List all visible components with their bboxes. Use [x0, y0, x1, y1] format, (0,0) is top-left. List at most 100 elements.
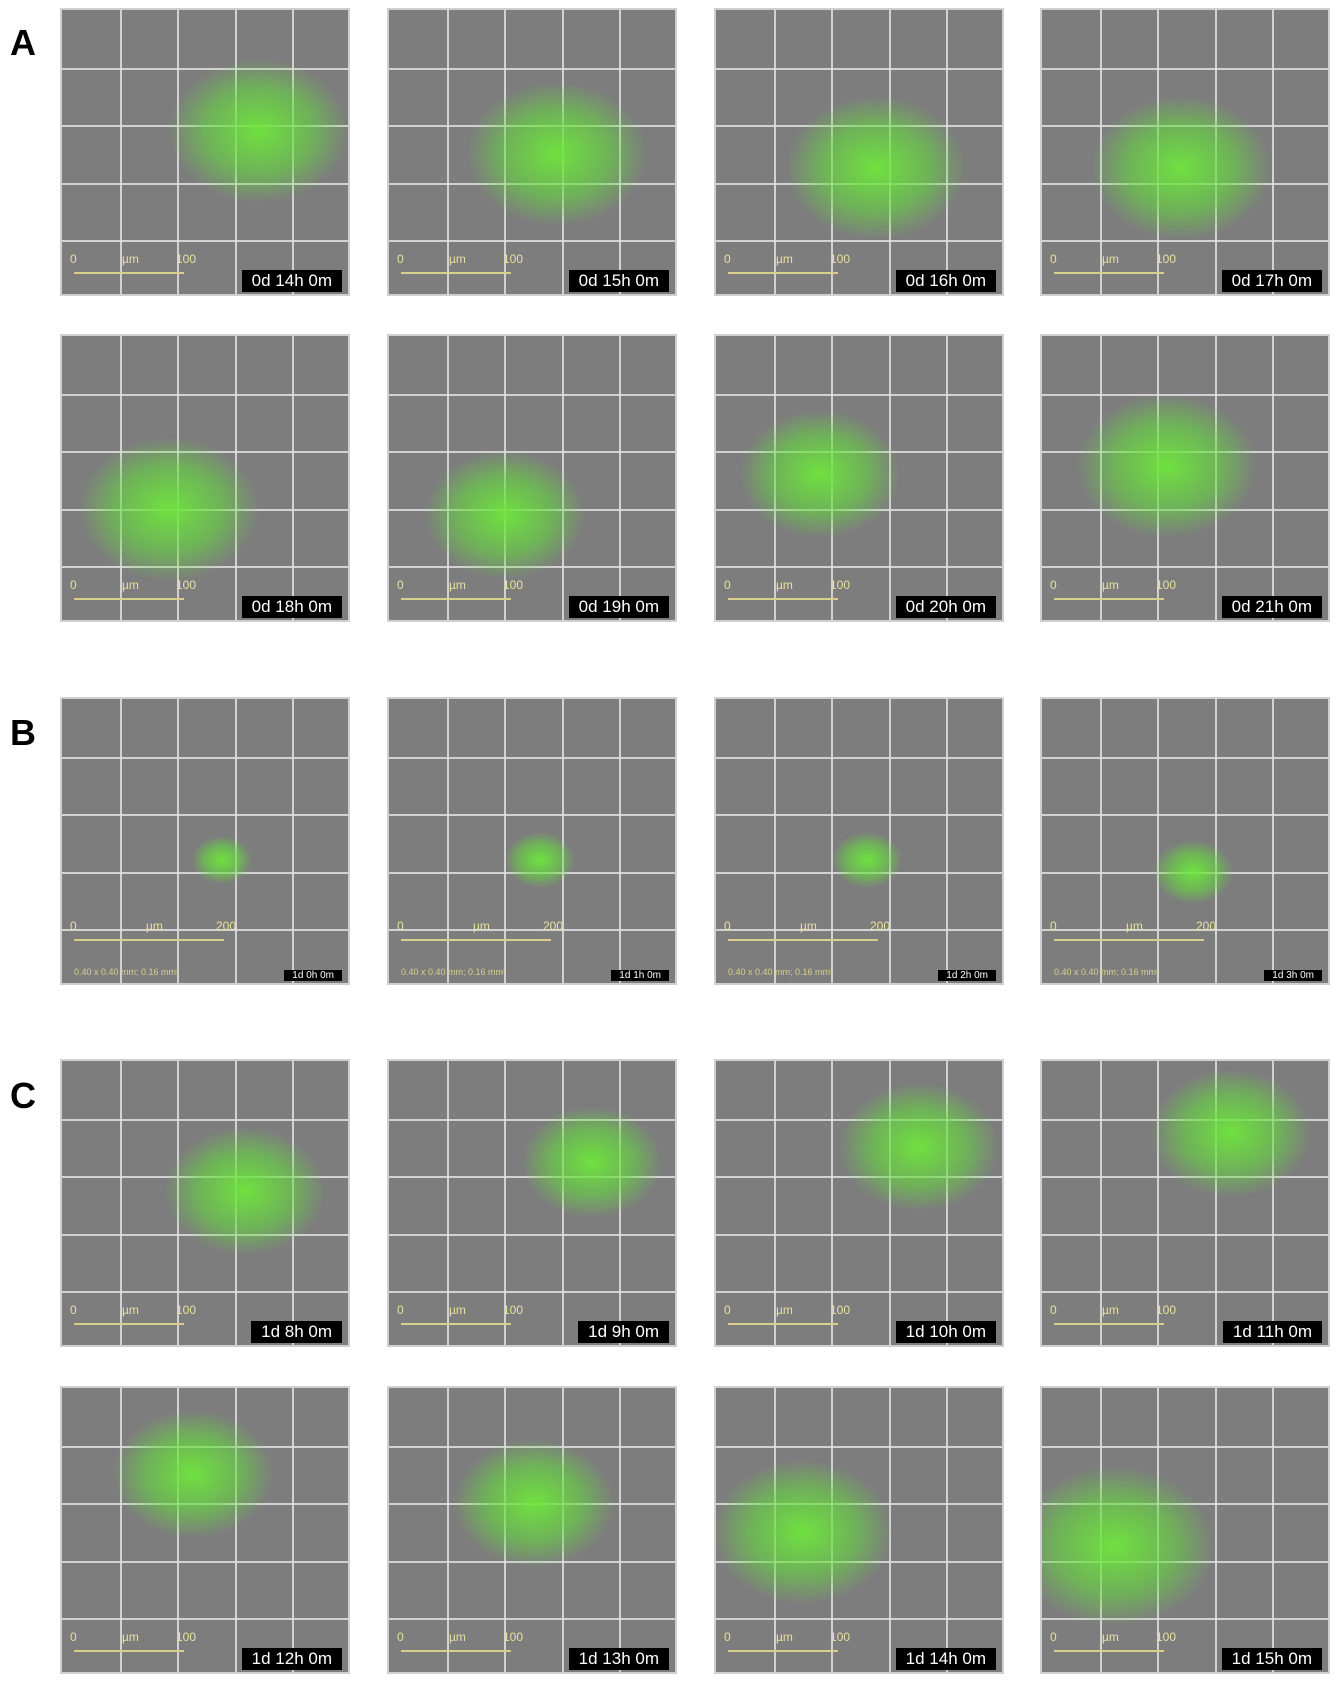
grid-line: [504, 1061, 507, 1345]
scale-label: 0: [397, 578, 404, 592]
grid-line: [831, 699, 834, 983]
cell-fluorescence: [522, 1105, 662, 1218]
scale-bar: [728, 272, 838, 274]
scale-label: 0: [724, 919, 731, 933]
scale-bar: [728, 598, 838, 600]
cell-fluorescence: [79, 436, 260, 581]
scale-label: µm: [1102, 1303, 1119, 1317]
grid-line: [1042, 814, 1328, 817]
cell-fluorescence: [785, 96, 966, 241]
grid-line: [1099, 699, 1102, 983]
micrograph-frame: 0 µm 100 0d 16h 0m: [714, 8, 1004, 296]
scale-label: 200: [870, 919, 891, 933]
micrograph-frame: 0 µm 100 1d 8h 0m: [60, 1059, 350, 1347]
grid-line: [1272, 10, 1275, 294]
micrograph-frame: 0 µm 100 1d 11h 0m: [1040, 1059, 1330, 1347]
micrograph-frame: 0 µm 100 1d 13h 0m: [387, 1386, 677, 1674]
scale-bar: [74, 1323, 184, 1325]
grid-line: [62, 1118, 348, 1121]
timestamp: 0d 17h 0m: [1221, 270, 1322, 292]
cell-fluorescence: [740, 410, 901, 539]
micrograph-frame: 0 µm 100 0d 20h 0m: [714, 334, 1004, 622]
scale-label: 0: [70, 1630, 77, 1644]
timestamp: 1d 15h 0m: [1221, 1648, 1322, 1670]
grid-line: [619, 1388, 622, 1672]
grid-line: [716, 1291, 1002, 1294]
grid-line: [946, 699, 949, 983]
scale-label: 100: [503, 1630, 524, 1644]
grid-line: [119, 1388, 122, 1672]
grid-line: [62, 929, 348, 932]
grid-line: [716, 1233, 1002, 1236]
scale-bar: [401, 939, 551, 941]
scale-label: µm: [122, 578, 139, 592]
scale-label: 100: [1156, 1303, 1177, 1317]
panel-label: C: [10, 1075, 36, 1116]
timestamp: 0d 20h 0m: [895, 596, 996, 618]
scale-label: µm: [776, 252, 793, 266]
grid-line: [1272, 1388, 1275, 1672]
micrograph-frame: 0 µm 100 0d 21h 0m: [1040, 334, 1330, 622]
scale-label: 0: [70, 1303, 77, 1317]
grid-line: [292, 336, 295, 620]
grid-line: [446, 699, 449, 983]
scale-bar: [728, 1650, 838, 1652]
grid-line: [446, 10, 449, 294]
grid-line: [389, 1118, 675, 1121]
scale-label: 0: [1050, 1630, 1057, 1644]
grid-line: [1042, 566, 1328, 569]
grid-line: [389, 1618, 675, 1621]
scale-label: µm: [122, 1303, 139, 1317]
scale-bar: [401, 598, 511, 600]
scale-bar: [401, 1650, 511, 1652]
scale-label: µm: [449, 1303, 466, 1317]
grid-line: [1042, 756, 1328, 759]
grid-line: [1042, 1618, 1328, 1621]
cell-fluorescence: [112, 1410, 273, 1539]
micrograph-frame: 0 µm 100 0d 15h 0m: [387, 8, 677, 296]
grid-line: [119, 10, 122, 294]
grid-line: [292, 1388, 295, 1672]
scale-bar: [74, 272, 184, 274]
grid-line: [773, 699, 776, 983]
grid-line: [946, 336, 949, 620]
timestamp: 1d 9h 0m: [578, 1321, 669, 1343]
scale-label: 0: [724, 252, 731, 266]
scale-bar: [728, 1323, 838, 1325]
micrograph-frame: 0 µm 100 0d 18h 0m: [60, 334, 350, 622]
grid-line: [389, 1291, 675, 1294]
cell-fluorescence: [1076, 393, 1257, 538]
grid-line: [1157, 1061, 1160, 1345]
grid-line: [62, 1291, 348, 1294]
timestamp: 0d 16h 0m: [895, 270, 996, 292]
micrograph-frame: 0 µm 100 1d 9h 0m: [387, 1059, 677, 1347]
scale-label: 0: [1050, 1303, 1057, 1317]
grid-line: [62, 1618, 348, 1621]
micrograph-frame: 0 µm 100 1d 14h 0m: [714, 1386, 1004, 1674]
scale-label: µm: [146, 919, 163, 933]
scale-label: µm: [122, 1630, 139, 1644]
cell-fluorescence: [504, 832, 575, 889]
cell-fluorescence: [164, 1126, 325, 1255]
micrograph-frame: 0 µm 100 1d 15h 0m: [1040, 1386, 1330, 1674]
scale-label: 100: [503, 578, 524, 592]
area-label: 0.40 x 0.40 mm; 0.16 mm²: [1054, 967, 1160, 977]
cell-fluorescence: [831, 832, 902, 889]
cell-fluorescence: [1042, 1466, 1215, 1627]
panel-label: A: [10, 22, 36, 63]
micrograph-frame: 0 µm 100 1d 10h 0m: [714, 1059, 1004, 1347]
scale-label: 100: [1156, 252, 1177, 266]
scale-label: µm: [776, 1630, 793, 1644]
grid-line: [831, 1061, 834, 1345]
scale-bar: [1054, 272, 1164, 274]
grid-line: [716, 393, 1002, 396]
grid-line: [62, 814, 348, 817]
cell-fluorescence: [839, 1083, 999, 1212]
grid-line: [389, 814, 675, 817]
scale-label: 0: [70, 919, 77, 933]
grid-line: [716, 1618, 1002, 1621]
scale-label: 100: [830, 578, 851, 592]
grid-line: [389, 1233, 675, 1236]
scale-label: 200: [216, 919, 237, 933]
